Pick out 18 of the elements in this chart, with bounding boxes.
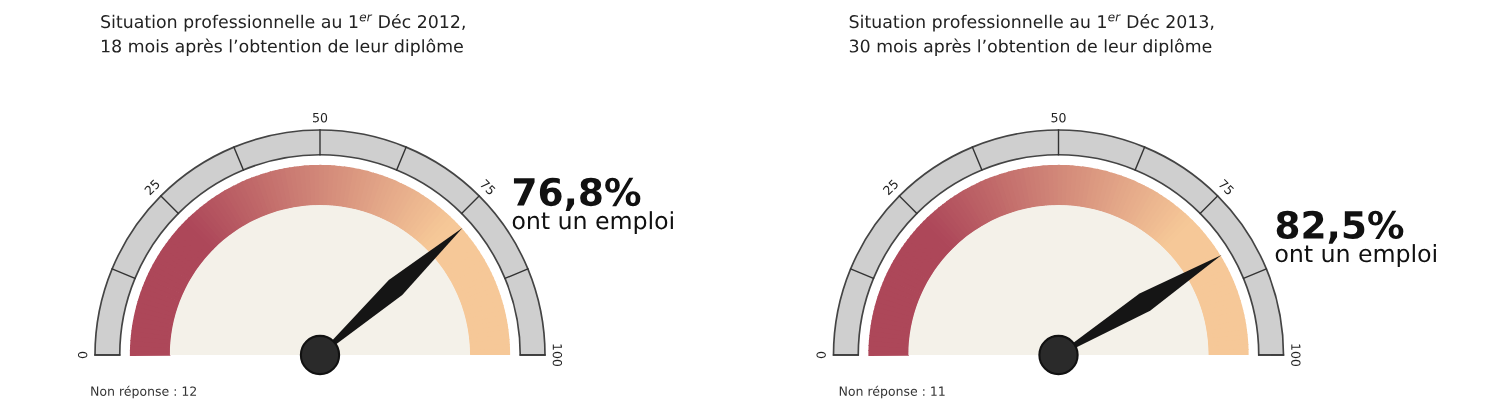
text: 0 xyxy=(816,351,826,359)
text: 100 xyxy=(552,344,563,367)
text: ont un emploi xyxy=(1275,244,1436,267)
text: 50 xyxy=(313,112,328,123)
data-label: 82,5% xyxy=(1276,210,1404,244)
text: 50 xyxy=(1051,112,1066,123)
text: Non réponse : 12 xyxy=(91,385,197,399)
text: 0 xyxy=(77,351,88,359)
text: 100 xyxy=(1291,344,1301,367)
text: 75 xyxy=(479,179,496,196)
text: Situation professionnelle au 1$^{er}$ Déc 2013, 30 mois après l’obtention de leur diplôme xyxy=(849,14,1214,56)
text: 25 xyxy=(143,178,161,196)
text: Situation professionnelle au 1$^{er}$ Déc 2012, 18 mois après l’obtention de leur diplôme xyxy=(101,14,465,56)
text: 25 xyxy=(882,178,899,196)
data-label: 76,8% xyxy=(513,177,641,211)
text: ont un emploi xyxy=(512,211,673,234)
text: Non réponse : 11 xyxy=(839,385,945,399)
text: 75 xyxy=(1218,179,1235,196)
